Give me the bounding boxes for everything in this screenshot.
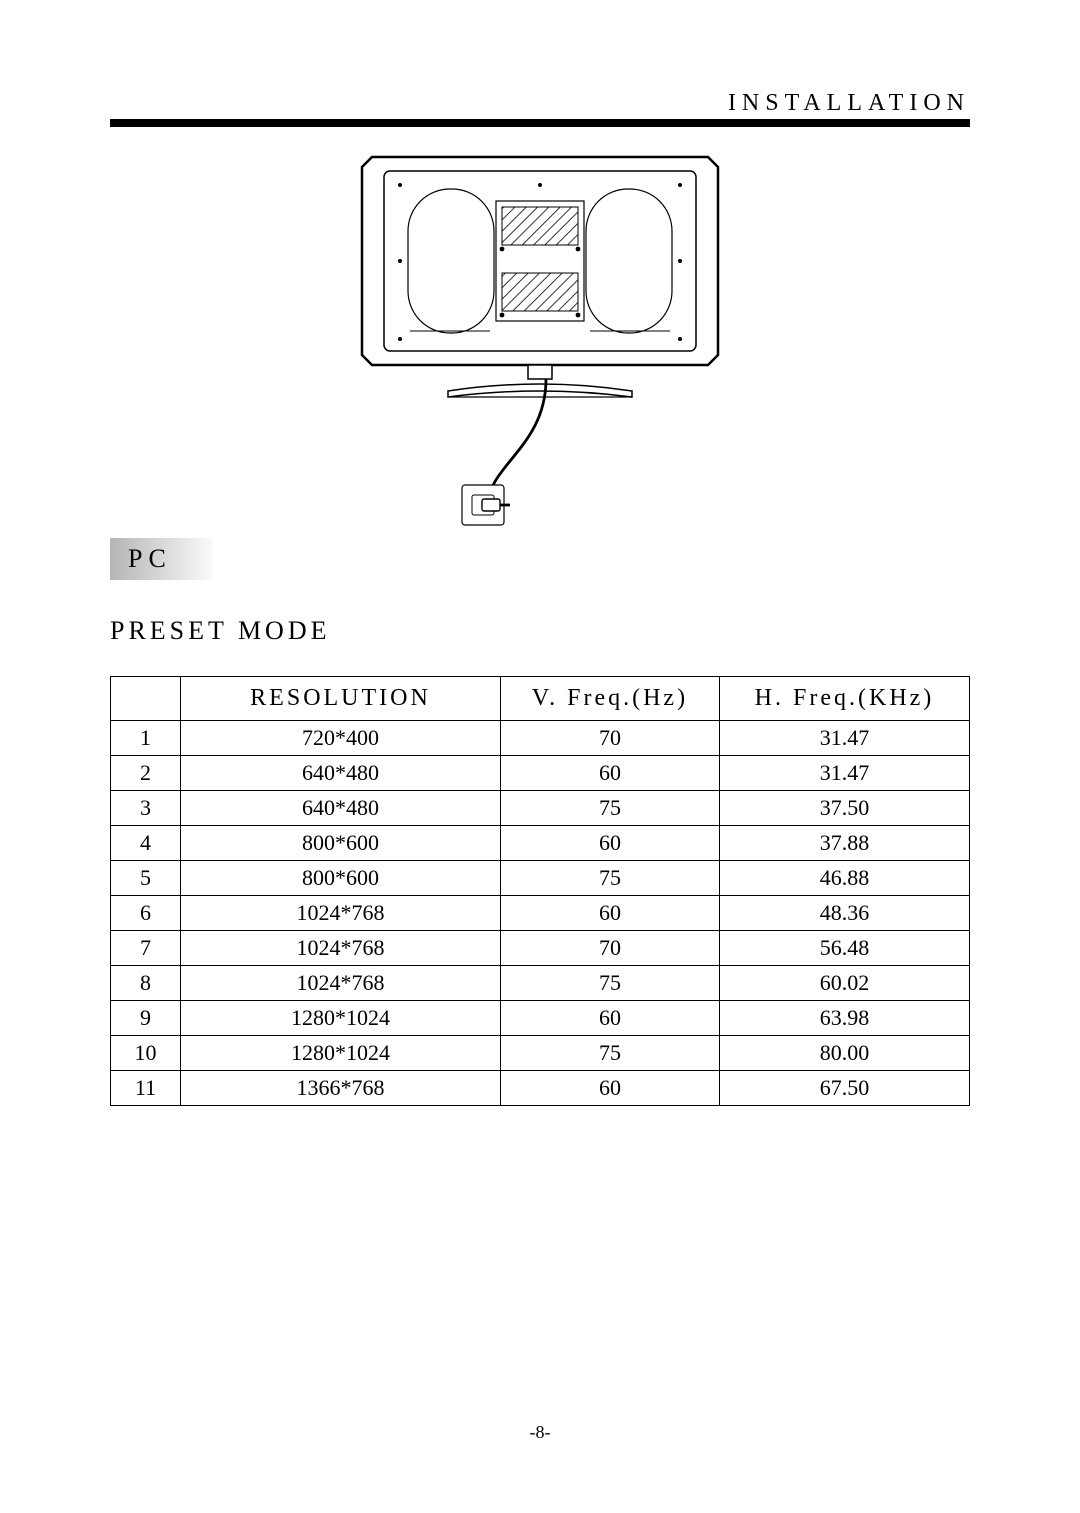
table-row: 71024*7687056.48 — [111, 931, 970, 966]
col-resolution: RESOLUTION — [181, 677, 501, 721]
cell-hfreq: 46.88 — [719, 861, 969, 896]
table-row: 3640*4807537.50 — [111, 791, 970, 826]
cell-index: 5 — [111, 861, 181, 896]
page: INSTALLATION — [0, 0, 1080, 1513]
cell-vfreq: 60 — [501, 826, 720, 861]
table-row: 81024*7687560.02 — [111, 966, 970, 1001]
cell-vfreq: 75 — [501, 861, 720, 896]
cell-vfreq: 75 — [501, 791, 720, 826]
cell-resolution: 1280*1024 — [181, 1001, 501, 1036]
cell-resolution: 1024*768 — [181, 931, 501, 966]
cell-resolution: 1366*768 — [181, 1071, 501, 1106]
cell-vfreq: 60 — [501, 1071, 720, 1106]
table-row: 2640*4806031.47 — [111, 756, 970, 791]
tv-rear-diagram — [350, 145, 730, 545]
preset-mode-heading: PRESET MODE — [110, 616, 970, 646]
cell-index: 8 — [111, 966, 181, 1001]
cell-vfreq: 70 — [501, 721, 720, 756]
cell-index: 3 — [111, 791, 181, 826]
cell-vfreq: 75 — [501, 1036, 720, 1071]
table-row: 61024*7686048.36 — [111, 896, 970, 931]
cell-index: 7 — [111, 931, 181, 966]
cell-resolution: 720*400 — [181, 721, 501, 756]
pc-label: PC — [110, 538, 212, 580]
cell-hfreq: 60.02 — [719, 966, 969, 1001]
page-number: -8- — [0, 1422, 1080, 1443]
cell-index: 1 — [111, 721, 181, 756]
cell-resolution: 640*480 — [181, 791, 501, 826]
cell-vfreq: 60 — [501, 1001, 720, 1036]
cell-hfreq: 56.48 — [719, 931, 969, 966]
cell-index: 6 — [111, 896, 181, 931]
cell-index: 2 — [111, 756, 181, 791]
tv-diagram-wrap — [110, 145, 970, 550]
preset-mode-table: RESOLUTION V. Freq.(Hz) H. Freq.(KHz) 17… — [110, 676, 970, 1106]
col-hfreq: H. Freq.(KHz) — [719, 677, 969, 721]
cell-resolution: 800*600 — [181, 826, 501, 861]
section-header: INSTALLATION — [110, 90, 970, 127]
table-header-row: RESOLUTION V. Freq.(Hz) H. Freq.(KHz) — [111, 677, 970, 721]
section-title: INSTALLATION — [728, 90, 970, 116]
col-index — [111, 677, 181, 721]
table-row: 91280*10246063.98 — [111, 1001, 970, 1036]
cell-index: 10 — [111, 1036, 181, 1071]
cell-index: 4 — [111, 826, 181, 861]
table-row: 1720*4007031.47 — [111, 721, 970, 756]
cell-index: 9 — [111, 1001, 181, 1036]
cell-hfreq: 37.50 — [719, 791, 969, 826]
cell-vfreq: 60 — [501, 756, 720, 791]
col-vfreq: V. Freq.(Hz) — [501, 677, 720, 721]
cell-hfreq: 48.36 — [719, 896, 969, 931]
cell-vfreq: 70 — [501, 931, 720, 966]
table-row: 111366*7686067.50 — [111, 1071, 970, 1106]
cell-hfreq: 63.98 — [719, 1001, 969, 1036]
preset-mode-table-wrap: RESOLUTION V. Freq.(Hz) H. Freq.(KHz) 17… — [110, 676, 970, 1106]
cell-hfreq: 80.00 — [719, 1036, 969, 1071]
cell-vfreq: 75 — [501, 966, 720, 1001]
cell-resolution: 800*600 — [181, 861, 501, 896]
cell-hfreq: 37.88 — [719, 826, 969, 861]
cell-resolution: 1280*1024 — [181, 1036, 501, 1071]
cell-resolution: 1024*768 — [181, 896, 501, 931]
cell-index: 11 — [111, 1071, 181, 1106]
table-row: 5800*6007546.88 — [111, 861, 970, 896]
cell-hfreq: 67.50 — [719, 1071, 969, 1106]
table-row: 101280*10247580.00 — [111, 1036, 970, 1071]
cell-resolution: 1024*768 — [181, 966, 501, 1001]
cell-resolution: 640*480 — [181, 756, 501, 791]
cell-hfreq: 31.47 — [719, 721, 969, 756]
cell-vfreq: 60 — [501, 896, 720, 931]
pc-label-wrap: PC — [110, 554, 970, 580]
cell-hfreq: 31.47 — [719, 756, 969, 791]
table-row: 4800*6006037.88 — [111, 826, 970, 861]
